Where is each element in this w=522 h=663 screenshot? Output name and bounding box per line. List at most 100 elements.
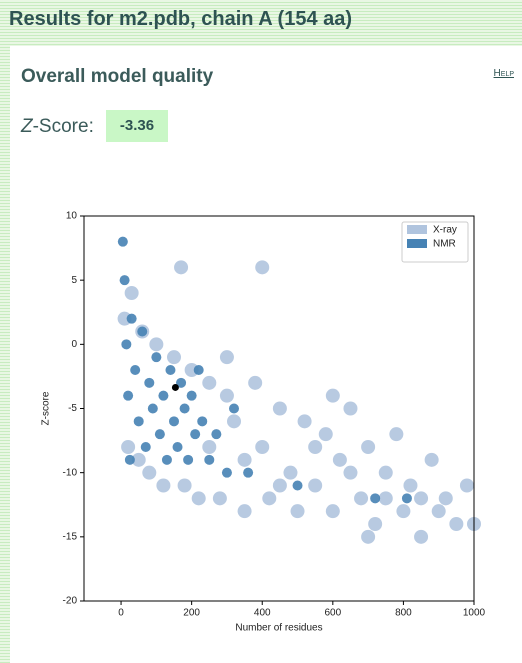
scatter-point (438, 491, 453, 506)
scatter-point (190, 429, 201, 440)
scatter-point (325, 388, 340, 403)
scatter-point (318, 427, 333, 442)
model-point (171, 383, 179, 391)
page-title: Results for m2.pdb, chain A (154 aa) (9, 8, 353, 30)
y-tick-label: -10 (63, 467, 78, 478)
legend-swatch (407, 225, 427, 234)
scatter-point (283, 465, 298, 480)
scatter-point (370, 493, 381, 504)
scatter-point (368, 517, 383, 531)
scatter-point (123, 390, 134, 401)
scatter-point (255, 440, 270, 454)
y-tick-label: 5 (71, 275, 77, 286)
scatter-point (378, 491, 393, 506)
y-tick-label: 0 (71, 339, 77, 350)
scatter-point (161, 454, 172, 465)
scatter-point (137, 326, 148, 337)
scatter-point (169, 416, 179, 427)
scatter-point (191, 491, 206, 506)
scatter-point (202, 375, 217, 390)
scatter-point (124, 454, 135, 465)
z-score-label: Z-Score: (21, 116, 94, 137)
scatter-point (332, 452, 347, 467)
scatter-point (414, 529, 429, 544)
y-tick-label: -5 (68, 403, 77, 414)
scatter-point (202, 440, 217, 454)
scatter-point (172, 442, 183, 452)
scatter-point (401, 493, 412, 504)
scatter-point (290, 504, 305, 519)
section-title: Overall model quality (21, 66, 214, 87)
scatter-point (272, 401, 287, 416)
scatter-point (255, 260, 270, 275)
scatter-point (147, 403, 158, 414)
scatter-point (219, 350, 234, 365)
scatter-point (449, 517, 464, 531)
x-tick-label: 1000 (463, 608, 486, 619)
scatter-point (151, 352, 162, 363)
scatter-point (179, 403, 190, 414)
scatter-point (262, 491, 277, 506)
scatter-point (308, 478, 323, 493)
scatter-point (431, 504, 446, 519)
y-axis-label: Z-score (41, 391, 52, 425)
y-tick-label: -15 (63, 531, 78, 542)
scatter-point (227, 414, 241, 429)
scatter-point (121, 339, 132, 350)
scatter-point (292, 480, 303, 491)
scatter-point (140, 442, 151, 452)
scatter-point (204, 454, 215, 465)
scatter-point (119, 275, 130, 286)
scatter-point (343, 465, 358, 480)
legend-swatch (407, 239, 427, 248)
scatter-point (176, 377, 187, 388)
scatter-point (361, 529, 376, 544)
scatter-point (156, 478, 171, 493)
scatter-point (193, 365, 204, 375)
scatter-point (403, 478, 418, 493)
y-tick-label: -20 (63, 596, 78, 607)
scatter-point (126, 313, 137, 324)
scatter-point (197, 416, 208, 427)
scatter-point (219, 388, 234, 403)
scatter-point (378, 465, 393, 480)
scatter-point (212, 491, 227, 506)
scatter-point (133, 416, 144, 427)
scatter-point (186, 390, 197, 401)
legend-label: X-ray (433, 225, 457, 236)
scatter-point (389, 427, 404, 442)
scatter-point (142, 465, 157, 480)
scatter-point (117, 236, 128, 247)
scatter-point (424, 452, 439, 467)
legend-label: NMR (433, 239, 456, 250)
x-tick-label: 600 (324, 608, 341, 619)
scatter-point (221, 467, 232, 478)
scatter-point (154, 429, 165, 440)
header: Results for m2.pdb, chain A (154 aa) (0, 0, 522, 40)
x-axis-label: Number of residues (235, 623, 322, 634)
scatter-point (354, 491, 369, 506)
scatter-point (167, 350, 181, 365)
scatter-point (343, 401, 358, 416)
scatter-point (149, 337, 164, 352)
z-score-value: -3.36 (106, 110, 168, 142)
x-tick-label: 200 (183, 608, 200, 619)
scatter-point (308, 440, 323, 454)
scatter-point (325, 504, 340, 519)
scatter-point (211, 429, 222, 440)
scatter-point (459, 478, 474, 493)
scatter-point (121, 440, 136, 454)
scatter-point (361, 440, 376, 454)
help-link[interactable]: Help (493, 68, 514, 79)
scatter-point (248, 375, 263, 390)
x-tick-label: 400 (254, 608, 271, 619)
x-tick-label: 800 (395, 608, 412, 619)
scatter-point (297, 414, 312, 429)
scatter-point (124, 286, 139, 300)
scatter-point (183, 454, 194, 465)
scatter-point (131, 452, 146, 467)
scatter-point (243, 467, 254, 478)
